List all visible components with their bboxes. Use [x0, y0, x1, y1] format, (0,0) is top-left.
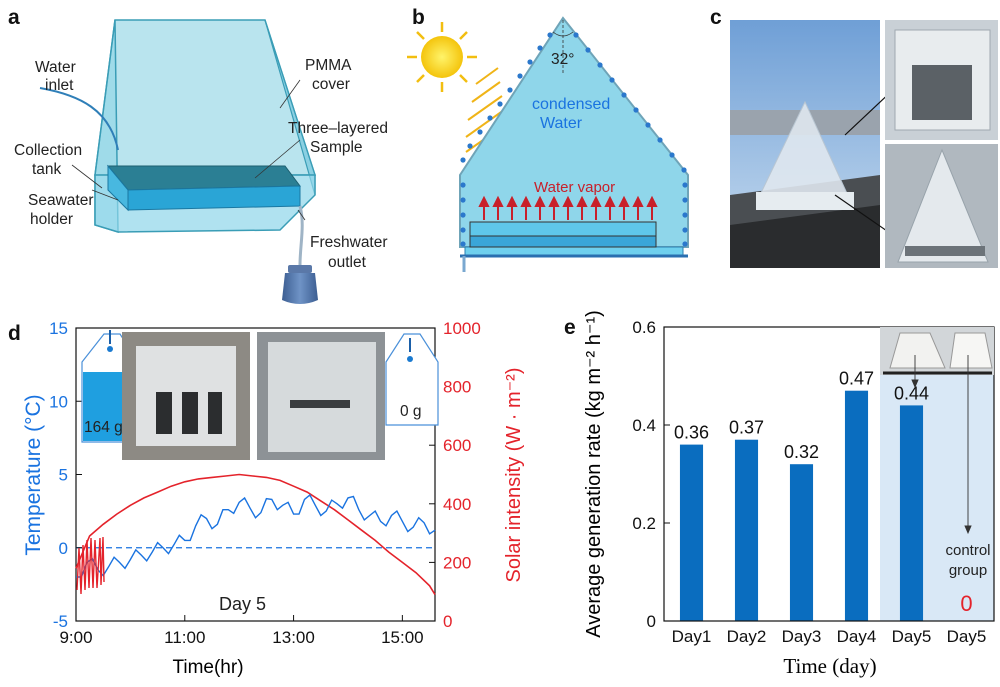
right-tick-label: 0	[443, 612, 452, 631]
panel-d: d -5 0 5 10 15 0 200 400 600 800 1000 9:00 11:00 13…	[8, 319, 525, 678]
control-group-line1: control	[945, 542, 990, 559]
right-tick-label: 1000	[443, 319, 481, 338]
callout-water-inlet-line1: Water	[35, 59, 76, 76]
right-tick-label: 800	[443, 378, 471, 397]
callout-freshwater-outlet-line2: outlet	[328, 254, 367, 271]
bar-value-label: 0.47	[839, 369, 874, 389]
panel-e-label: e	[564, 316, 576, 339]
e-x-tick-label: Day2	[727, 627, 767, 646]
solar-still-3d-illustration	[39, 19, 318, 304]
callout-collection-tank-line1: Collection	[14, 142, 82, 159]
solar-intensity-line	[75, 473, 436, 596]
photo-closeup-top	[885, 20, 998, 140]
chart-d-right-ticks: 0 200 400 600 800 1000	[429, 319, 481, 631]
right-tick-label: 400	[443, 495, 471, 514]
left-tick-label: 10	[49, 392, 68, 411]
bar-value-label: 0.36	[674, 423, 709, 443]
bar-day5	[899, 405, 924, 621]
still-cross-section	[459, 16, 689, 272]
photo-closeup-bottom	[885, 144, 998, 268]
shaded-day5-region	[880, 327, 994, 621]
temperature-line	[76, 493, 436, 578]
e-x-tick-label: Day5	[947, 627, 987, 646]
cover-angle-label: 32°	[551, 51, 574, 68]
callout-collection-tank-line2: tank	[32, 161, 62, 178]
e-x-tick-label: Day4	[837, 627, 877, 646]
control-group-line2: group	[949, 562, 987, 579]
callout-freshwater-outlet-line1: Freshwater	[310, 234, 388, 251]
left-tick-label: 5	[59, 466, 68, 485]
chart-e-ylabel: Average generation rate (kg m⁻² h⁻¹)	[583, 310, 605, 638]
sun-icon	[407, 22, 477, 92]
photo-rooftop-device	[730, 20, 901, 268]
condensed-water-line2: Water	[540, 115, 583, 132]
chart-d-xlabel: Time(hr)	[172, 657, 243, 678]
chart-e-frame	[663, 326, 995, 622]
panel-b-label: b	[412, 6, 425, 29]
e-tick-label: 0	[647, 612, 656, 631]
callout-sample-line1: Three–layered	[288, 120, 388, 137]
chart-e-x-ticks: Day1 Day2 Day3 Day4 Day5 Day5	[672, 627, 987, 646]
e-x-tick-label: Day3	[782, 627, 822, 646]
e-tick-label: 0.6	[632, 318, 656, 337]
x-tick-label: 11:00	[164, 628, 205, 647]
inset-pointer-arrows	[911, 355, 972, 535]
bar-value-label: 0.32	[784, 442, 819, 462]
x-tick-label: 15:00	[381, 628, 424, 647]
x-tick-label: 9:00	[59, 628, 92, 647]
e-tick-label: 0.2	[632, 514, 656, 533]
left-tick-label: 0	[59, 539, 68, 558]
water-vapor-label: Water vapor	[534, 179, 615, 196]
photo-sample-dry	[257, 332, 385, 460]
bar-day2	[734, 439, 759, 621]
bar-day4	[844, 390, 869, 621]
beaker-inset-right	[385, 333, 439, 426]
panel-b: b	[407, 6, 689, 272]
x-tick-label: 13:00	[272, 628, 315, 647]
bar-value-label: 0	[960, 591, 972, 616]
left-tick-label: 15	[49, 319, 68, 338]
chart-e-bars: 0.36 0.37 0.32 0.47 0.44 0	[674, 369, 973, 621]
callout-pmma-line2: cover	[312, 76, 350, 93]
left-tick-label: -5	[53, 612, 68, 631]
e-tick-label: 0.4	[632, 416, 656, 435]
bar-day1	[679, 444, 704, 621]
solar-noise-spikes	[76, 536, 105, 595]
bar-value-label: 0.44	[894, 383, 929, 403]
panel-a-label: a	[8, 6, 20, 29]
bar-value-label: 0.37	[729, 418, 764, 438]
day-label: Day 5	[219, 594, 266, 614]
panel-c: c	[710, 6, 998, 268]
chart-d-left-ticks: -5 0 5 10 15	[49, 319, 82, 631]
chart-d-ylabel-left: Temperature (°C)	[22, 394, 45, 555]
photo-day5-inset	[880, 327, 994, 375]
bar-day3	[789, 464, 814, 621]
callout-seawater-holder-line2: holder	[30, 211, 73, 228]
callout-seawater-holder-line1: Seawater	[28, 192, 93, 209]
panel-e: e 0.36 0.370.320.470.440 00.20.40.6 Day1 D…	[564, 310, 995, 678]
callout-sample-line2: Sample	[310, 139, 363, 156]
panel-d-label: d	[8, 322, 21, 345]
panel-c-label: c	[710, 6, 722, 29]
callout-water-inlet-line2: inlet	[45, 77, 74, 94]
condensed-water-line1: condensed	[532, 96, 610, 113]
photo-sample-wet	[122, 332, 250, 460]
inset-right-mass: 0 g	[400, 403, 422, 420]
callout-pmma-line1: PMMA	[305, 57, 352, 74]
right-tick-label: 600	[443, 436, 471, 455]
inset-left-mass: 164 g	[84, 419, 123, 436]
panel-a: a Water inlet	[8, 6, 388, 304]
e-x-tick-label: Day1	[672, 627, 712, 646]
right-tick-label: 200	[443, 553, 471, 572]
chart-e-y-ticks: 0 0.2 0.4 0.6	[632, 318, 670, 631]
chart-e-xlabel: Time (day)	[783, 654, 876, 678]
e-x-tick-label: Day5	[892, 627, 932, 646]
chart-d-x-ticks: 9:00 11:00 13:00 15:00	[59, 615, 424, 647]
chart-d-ylabel-right: Solar intensity (W · m⁻²)	[503, 367, 525, 582]
